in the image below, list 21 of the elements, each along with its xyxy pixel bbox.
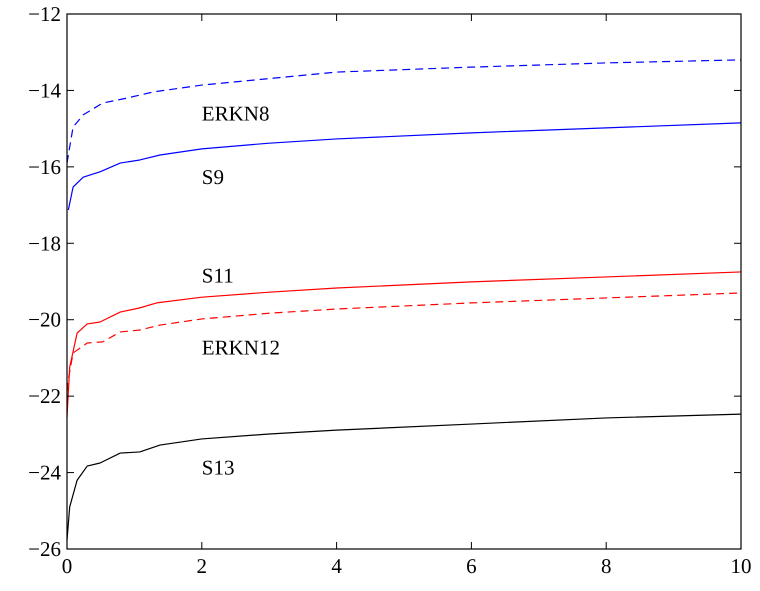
y-tick-label: −20 — [28, 308, 61, 332]
series-label: S11 — [202, 264, 234, 288]
y-tick-label: −22 — [28, 384, 61, 408]
line-series — [68, 122, 742, 211]
series-label: S13 — [202, 455, 234, 480]
y-tick-label: −26 — [28, 537, 61, 561]
x-tick-label: 6 — [466, 554, 477, 578]
y-tick-label: −12 — [28, 2, 61, 26]
y-tick-label: −16 — [28, 154, 61, 179]
x-tick-label: 2 — [196, 554, 208, 578]
series-label: S9 — [202, 165, 224, 190]
line-series — [66, 59, 742, 164]
x-tick-label: 0 — [62, 554, 72, 578]
y-tick-label: −24 — [28, 460, 62, 485]
y-tick-label: −14 — [28, 78, 62, 102]
x-tick-label: 8 — [600, 554, 612, 578]
x-tick-label: 4 — [331, 554, 342, 578]
series-label: ERKN8 — [202, 101, 270, 126]
x-tick-label: 10 — [730, 554, 752, 578]
y-tick-label: −18 — [28, 231, 61, 256]
series-label: ERKN12 — [202, 335, 280, 360]
